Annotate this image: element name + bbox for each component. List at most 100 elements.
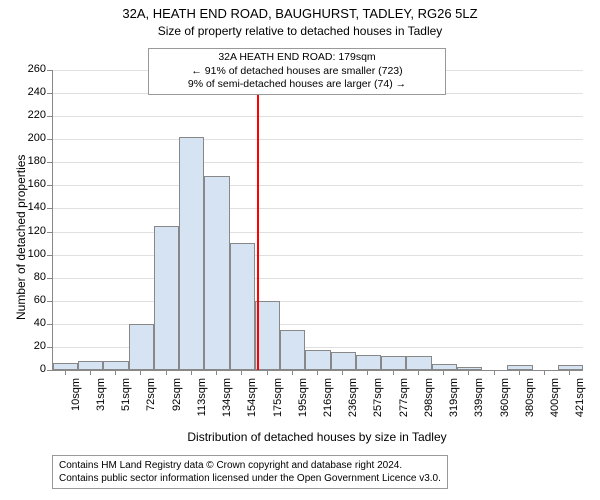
xtick-mark <box>65 370 66 375</box>
histogram-bar <box>230 243 255 370</box>
chart-title: 32A, HEATH END ROAD, BAUGHURST, TADLEY, … <box>0 6 600 21</box>
ytick-label: 240 <box>20 86 46 98</box>
chart-subtitle: Size of property relative to detached ho… <box>0 24 600 38</box>
xtick-label: 72sqm <box>145 378 157 428</box>
histogram-bar <box>129 324 154 370</box>
xtick-mark <box>90 370 91 375</box>
ytick-label: 180 <box>20 155 46 167</box>
xtick-mark <box>292 370 293 375</box>
ytick-label: 260 <box>20 63 46 75</box>
annotation-box: 32A HEATH END ROAD: 179sqm ← 91% of deta… <box>148 48 446 95</box>
histogram-bar <box>204 176 229 370</box>
xtick-mark <box>166 370 167 375</box>
xtick-mark <box>140 370 141 375</box>
histogram-bar <box>406 356 431 370</box>
xtick-label: 51sqm <box>120 378 132 428</box>
xtick-label: 400sqm <box>549 378 561 428</box>
plot-area <box>52 70 583 371</box>
histogram-bar <box>103 361 128 370</box>
ytick-label: 60 <box>20 294 46 306</box>
grid-line <box>53 139 583 140</box>
histogram-bar <box>78 361 103 370</box>
chart-container: 32A, HEATH END ROAD, BAUGHURST, TADLEY, … <box>0 0 600 500</box>
ytick-label: 100 <box>20 248 46 260</box>
xtick-mark <box>569 370 570 375</box>
x-axis-label: Distribution of detached houses by size … <box>52 430 582 444</box>
xtick-label: 360sqm <box>499 378 511 428</box>
ytick-mark <box>47 139 52 140</box>
ytick-mark <box>47 93 52 94</box>
xtick-mark <box>267 370 268 375</box>
histogram-bar <box>507 365 532 370</box>
xtick-mark <box>494 370 495 375</box>
xtick-mark <box>443 370 444 375</box>
grid-line <box>53 255 583 256</box>
xtick-mark <box>115 370 116 375</box>
annotation-line3: 9% of semi-detached houses are larger (7… <box>153 78 441 92</box>
ytick-mark <box>47 232 52 233</box>
xtick-label: 380sqm <box>524 378 536 428</box>
histogram-bar <box>331 352 356 370</box>
xtick-label: 257sqm <box>372 378 384 428</box>
xtick-mark <box>317 370 318 375</box>
xtick-label: 92sqm <box>171 378 183 428</box>
footer-line1: Contains HM Land Registry data © Crown c… <box>59 459 441 472</box>
histogram-bar <box>381 356 406 370</box>
histogram-bar <box>305 350 330 370</box>
histogram-bar <box>280 330 305 370</box>
xtick-label: 31sqm <box>95 378 107 428</box>
histogram-bar <box>179 137 204 370</box>
xtick-mark <box>418 370 419 375</box>
grid-line <box>53 208 583 209</box>
ytick-label: 20 <box>20 340 46 352</box>
ytick-label: 200 <box>20 132 46 144</box>
xtick-label: 113sqm <box>196 378 208 428</box>
ytick-label: 120 <box>20 225 46 237</box>
grid-line <box>53 162 583 163</box>
ytick-mark <box>47 324 52 325</box>
grid-line <box>53 232 583 233</box>
xtick-label: 10sqm <box>70 378 82 428</box>
ytick-mark <box>47 278 52 279</box>
ytick-mark <box>47 162 52 163</box>
xtick-label: 216sqm <box>322 378 334 428</box>
xtick-label: 175sqm <box>272 378 284 428</box>
xtick-mark <box>342 370 343 375</box>
annotation-line2: ← 91% of detached houses are smaller (72… <box>153 65 441 79</box>
xtick-label: 319sqm <box>448 378 460 428</box>
ytick-mark <box>47 70 52 71</box>
xtick-label: 134sqm <box>221 378 233 428</box>
ytick-label: 220 <box>20 109 46 121</box>
reference-line <box>257 70 259 370</box>
grid-line <box>53 116 583 117</box>
xtick-mark <box>191 370 192 375</box>
xtick-label: 195sqm <box>297 378 309 428</box>
grid-line <box>53 278 583 279</box>
xtick-label: 421sqm <box>574 378 586 428</box>
ytick-label: 40 <box>20 317 46 329</box>
footer-box: Contains HM Land Registry data © Crown c… <box>52 455 448 489</box>
ytick-label: 160 <box>20 178 46 190</box>
xtick-mark <box>468 370 469 375</box>
footer-line2: Contains public sector information licen… <box>59 472 441 485</box>
grid-line <box>53 185 583 186</box>
ytick-label: 80 <box>20 271 46 283</box>
ytick-mark <box>47 370 52 371</box>
histogram-bar <box>356 355 381 370</box>
histogram-bar <box>154 226 179 370</box>
xtick-mark <box>241 370 242 375</box>
ytick-mark <box>47 255 52 256</box>
xtick-label: 154sqm <box>246 378 258 428</box>
xtick-label: 277sqm <box>398 378 410 428</box>
ytick-mark <box>47 208 52 209</box>
ytick-label: 140 <box>20 201 46 213</box>
ytick-mark <box>47 185 52 186</box>
annotation-line1: 32A HEATH END ROAD: 179sqm <box>153 51 441 65</box>
ytick-mark <box>47 116 52 117</box>
grid-line <box>53 301 583 302</box>
ytick-mark <box>47 301 52 302</box>
xtick-mark <box>367 370 368 375</box>
histogram-bar <box>53 363 78 370</box>
ytick-label: 0 <box>20 363 46 375</box>
xtick-mark <box>393 370 394 375</box>
